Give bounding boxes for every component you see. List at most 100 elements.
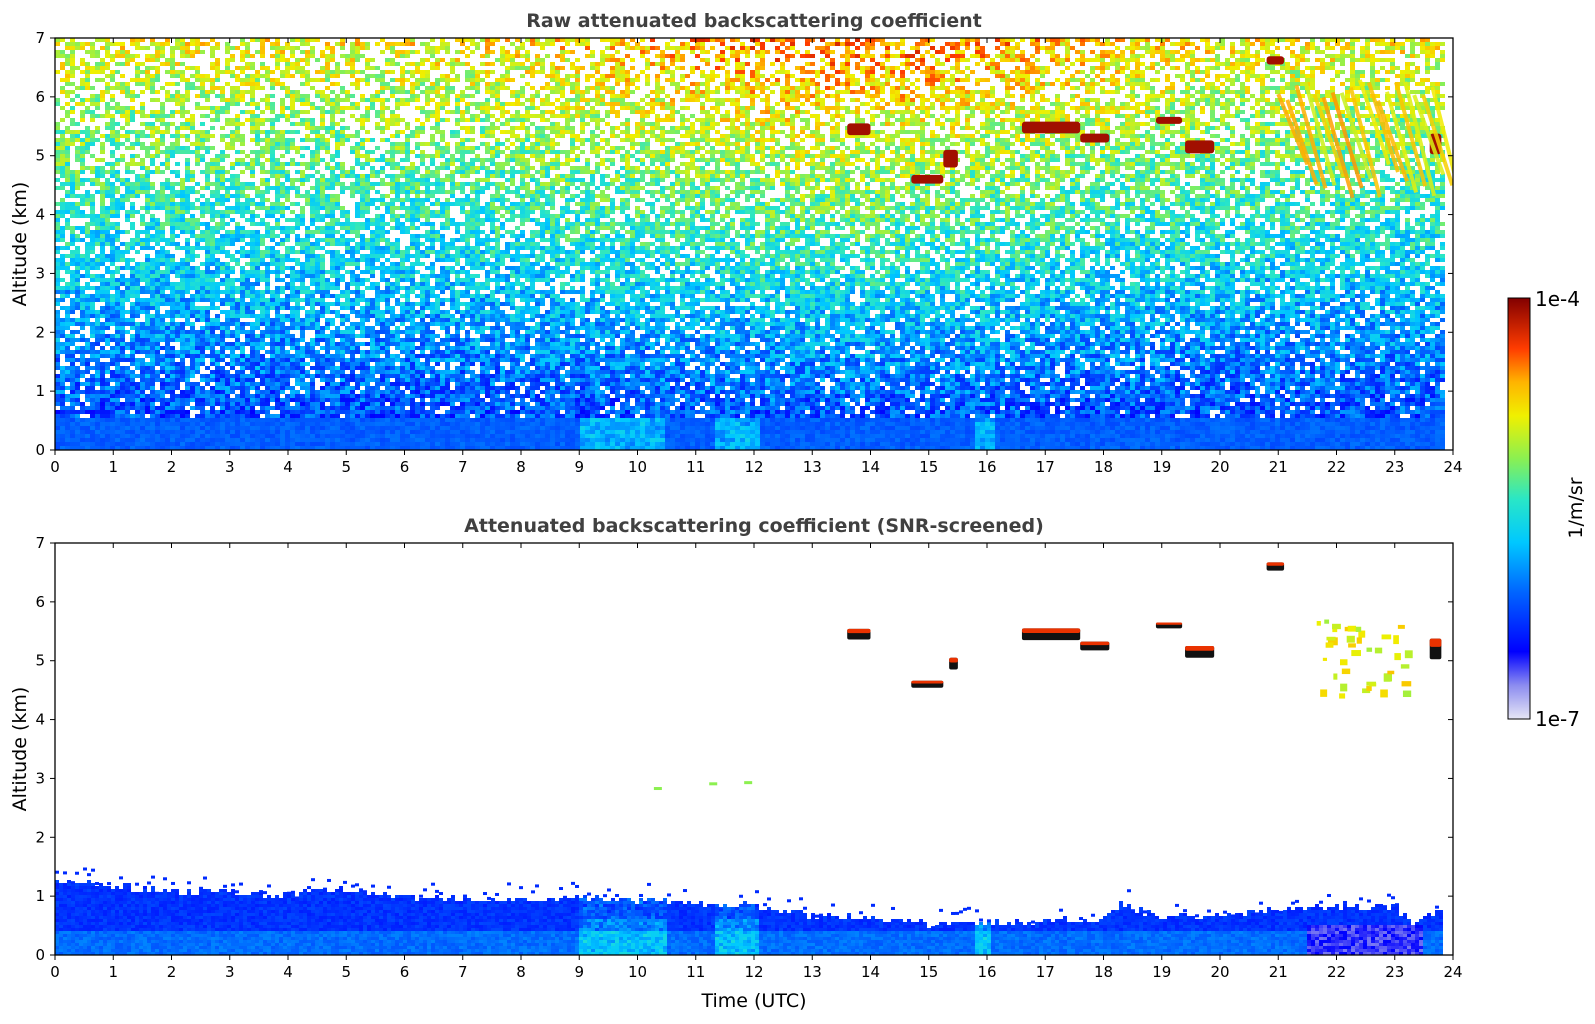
heat-cell xyxy=(230,386,235,390)
heat-cell xyxy=(335,298,340,302)
heat-cell xyxy=(320,390,325,394)
heat-cell xyxy=(265,350,270,354)
heat-cell xyxy=(345,346,350,350)
heat-cell xyxy=(110,182,115,186)
heat-cell xyxy=(240,402,245,406)
heat-cell xyxy=(305,442,310,446)
heat-cell xyxy=(210,210,215,214)
heat-cell xyxy=(265,98,270,102)
heat-cell xyxy=(95,314,100,318)
heat-cell xyxy=(80,230,85,234)
heat-cell xyxy=(160,274,165,278)
heat-cell xyxy=(110,322,115,326)
heat-cell xyxy=(190,298,195,302)
heat-cell xyxy=(125,406,130,410)
heat-cell xyxy=(145,350,150,354)
heat-cell xyxy=(315,162,320,166)
heat-cell xyxy=(110,194,115,198)
heat-cell xyxy=(195,150,200,154)
heat-cell xyxy=(150,130,155,134)
heat-cell xyxy=(335,230,340,234)
heat-cell xyxy=(120,354,125,358)
heat-cell xyxy=(165,354,170,358)
heat-cell xyxy=(85,190,90,194)
heat-cell xyxy=(260,42,265,46)
heat-cell xyxy=(165,206,170,210)
heat-cell xyxy=(195,298,200,302)
heat-cell xyxy=(190,302,195,306)
heat-cell xyxy=(170,434,175,438)
heat-cell xyxy=(165,330,170,334)
heat-cell xyxy=(180,150,185,154)
heat-cell xyxy=(140,122,145,126)
heat-cell xyxy=(375,314,380,318)
heat-cell xyxy=(270,422,275,426)
heat-cell xyxy=(195,418,200,422)
heat-cell xyxy=(80,198,85,202)
heat-cell xyxy=(275,398,280,402)
heat-cell xyxy=(220,410,225,414)
heat-cell xyxy=(165,254,170,258)
heat-cell xyxy=(60,142,65,146)
heat-cell xyxy=(95,138,100,142)
heat-cell xyxy=(345,90,350,94)
heat-cell xyxy=(80,382,85,386)
heat-cell xyxy=(150,182,155,186)
heat-cell xyxy=(365,66,370,70)
heat-cell xyxy=(295,294,300,298)
heat-cell xyxy=(270,186,275,190)
heat-cell xyxy=(265,426,270,430)
heat-cell xyxy=(155,118,160,122)
heat-cell xyxy=(375,390,380,394)
heat-cell xyxy=(375,174,380,178)
heat-cell xyxy=(345,394,350,398)
heat-cell xyxy=(160,298,165,302)
heat-cell xyxy=(215,214,220,218)
heat-cell xyxy=(90,382,95,386)
heat-cell xyxy=(365,402,370,406)
heat-cell xyxy=(105,294,110,298)
heat-cell xyxy=(75,386,80,390)
heat-cell xyxy=(100,186,105,190)
heat-cell xyxy=(120,42,125,46)
heat-cell xyxy=(85,198,90,202)
heat-cell xyxy=(330,98,335,102)
heat-cell xyxy=(75,194,80,198)
heat-cell xyxy=(120,434,125,438)
heat-cell xyxy=(60,422,65,426)
heat-cell xyxy=(355,42,360,46)
heat-cell xyxy=(190,386,195,390)
heat-cell xyxy=(315,298,320,302)
heat-cell xyxy=(255,338,260,342)
heat-cell xyxy=(235,334,240,338)
heat-cell xyxy=(145,266,150,270)
heat-cell xyxy=(170,290,175,294)
heat-cell xyxy=(285,398,290,402)
heat-cell xyxy=(320,414,325,418)
heat-cell xyxy=(325,198,330,202)
heat-cell xyxy=(95,294,100,298)
heat-cell xyxy=(205,410,210,414)
heat-cell xyxy=(350,66,355,70)
heat-cell xyxy=(320,446,325,450)
heat-cell xyxy=(90,354,95,358)
heat-cell xyxy=(155,114,160,118)
heat-cell xyxy=(60,406,65,410)
heat-cell xyxy=(270,230,275,234)
heat-cell xyxy=(75,178,80,182)
heat-cell xyxy=(195,142,200,146)
heat-cell xyxy=(285,250,290,254)
heat-cell xyxy=(165,446,170,450)
heat-cell xyxy=(275,286,280,290)
heat-cell xyxy=(380,350,385,354)
heat-cell xyxy=(170,334,175,338)
heat-cell xyxy=(295,362,300,366)
heat-cell xyxy=(120,298,125,302)
heat-cell xyxy=(360,98,365,102)
heat-cell xyxy=(65,414,70,418)
heat-cell xyxy=(145,270,150,274)
heat-cell xyxy=(135,70,140,74)
heat-cell xyxy=(225,62,230,66)
heat-cell xyxy=(335,66,340,70)
heat-cell xyxy=(250,286,255,290)
